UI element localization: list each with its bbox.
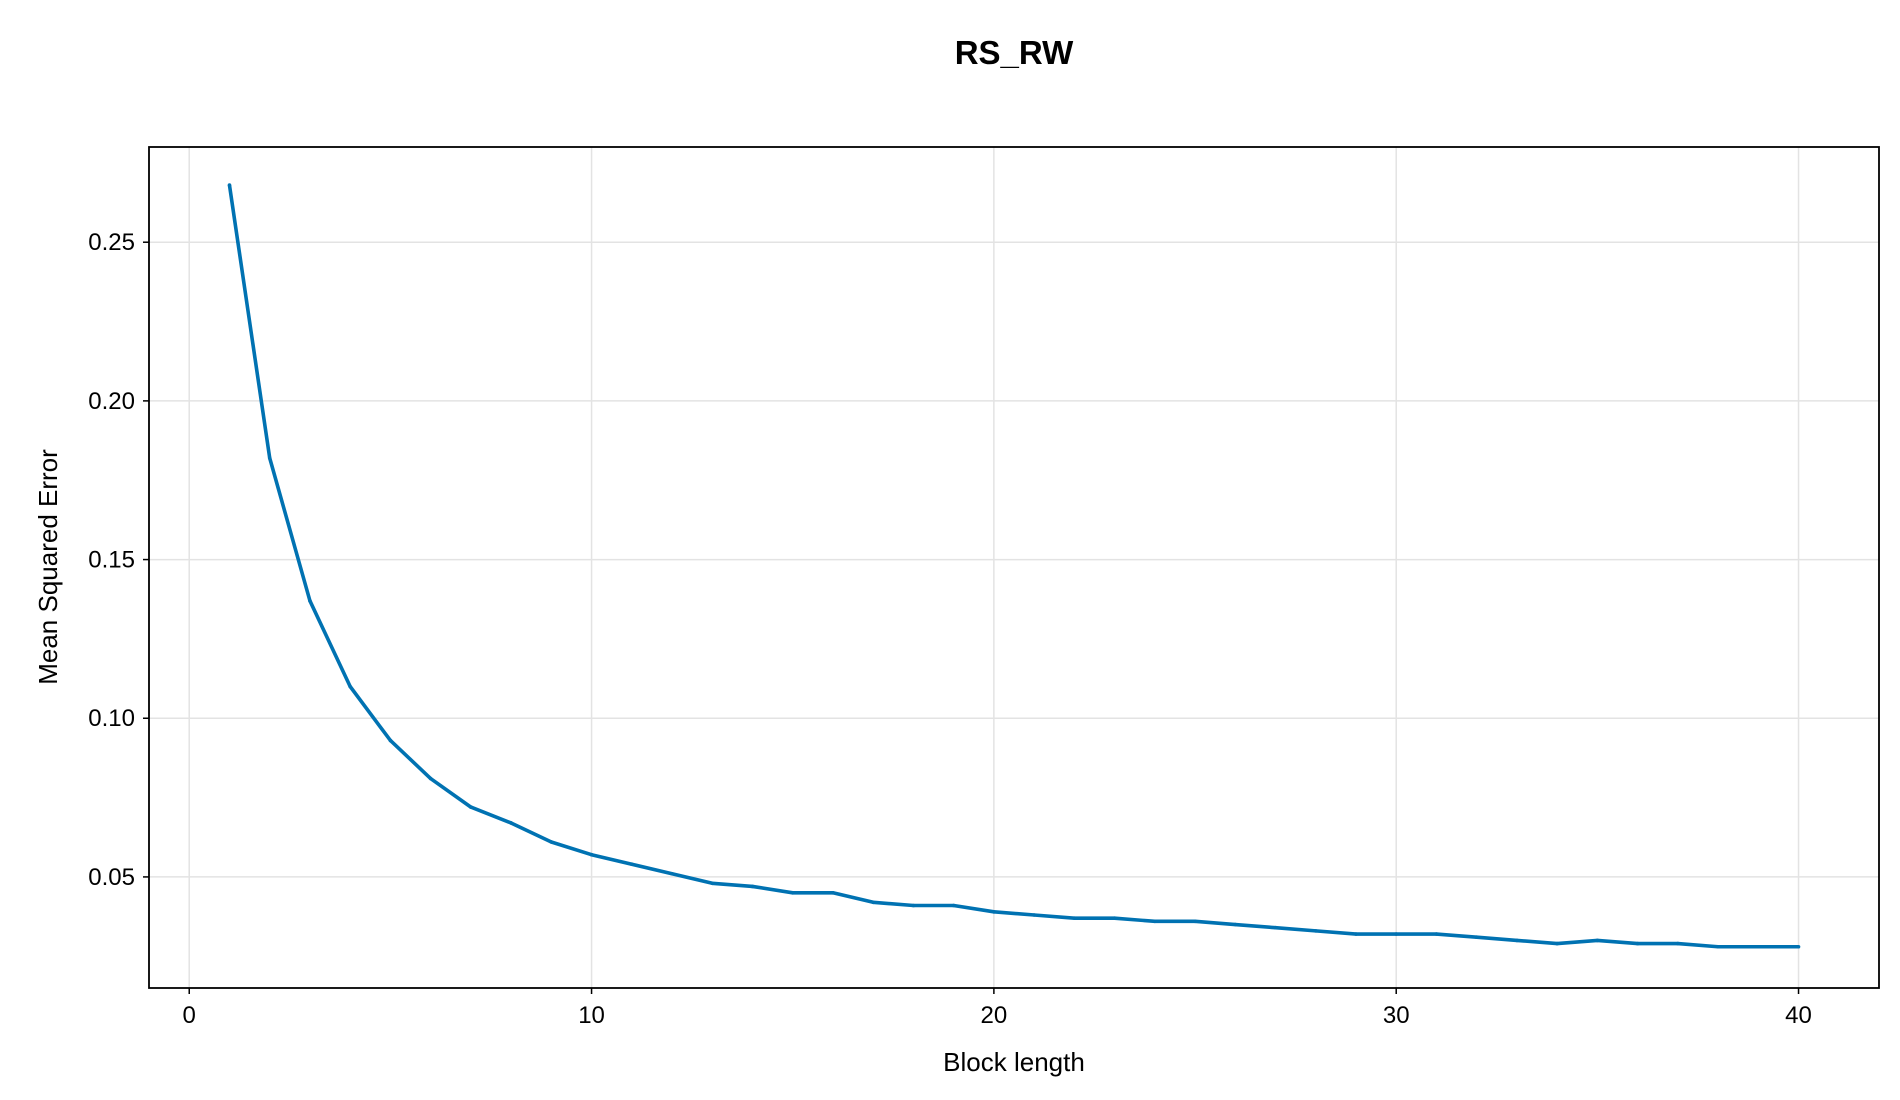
data-point — [951, 903, 956, 908]
data-point — [549, 840, 554, 844]
data-point — [992, 910, 996, 914]
data-point — [1032, 913, 1036, 917]
data-point — [1716, 944, 1720, 949]
data-point — [348, 684, 352, 689]
y-axis-label: Mean Squared Error — [33, 449, 63, 685]
data-point — [710, 881, 715, 886]
y-axis-ticks: 0.05 0.10 0.15 0.20 0.25 — [88, 229, 149, 891]
data-point — [589, 852, 594, 857]
data-point — [831, 890, 835, 895]
data-point — [267, 456, 272, 460]
y-tick-label: 0.25 — [88, 229, 135, 256]
data-point — [1273, 925, 1278, 930]
y-tick-label: 0.15 — [88, 547, 135, 574]
data-point — [1434, 932, 1439, 936]
data-point — [1595, 938, 1600, 943]
data-point — [790, 890, 795, 895]
data-point — [1313, 929, 1318, 933]
x-tick-label: 20 — [981, 1002, 1008, 1029]
grid — [149, 147, 1879, 988]
data-point — [1515, 938, 1519, 943]
data-point — [428, 776, 433, 781]
x-tick-label: 0 — [183, 1002, 196, 1029]
data-point — [1635, 941, 1640, 946]
series-layer — [227, 183, 1801, 949]
y-tick-label: 0.05 — [88, 864, 135, 891]
y-tick-label: 0.10 — [88, 705, 135, 732]
data-point — [1153, 919, 1157, 924]
data-point — [308, 599, 312, 603]
data-point — [227, 183, 232, 187]
chart-title: RS_RW — [955, 34, 1074, 71]
x-axis-ticks: 0 10 20 30 40 — [183, 988, 1812, 1029]
data-point — [1676, 941, 1680, 946]
x-tick-label: 10 — [578, 1002, 605, 1029]
data-point — [1394, 932, 1399, 936]
data-point — [1233, 922, 1238, 927]
y-tick-label: 0.20 — [88, 388, 135, 415]
data-point — [629, 862, 634, 867]
data-point — [670, 871, 674, 876]
x-axis-label: Block length — [943, 1047, 1085, 1077]
data-point — [469, 805, 473, 809]
x-tick-label: 30 — [1383, 1002, 1410, 1029]
data-point — [509, 821, 513, 825]
series-line — [227, 184, 1799, 949]
plot-frame — [148, 146, 1880, 989]
data-point — [1756, 944, 1761, 949]
data-point — [1072, 916, 1077, 920]
data-point — [871, 900, 875, 905]
data-point — [1555, 941, 1559, 946]
data-point — [1112, 916, 1117, 920]
data-point — [388, 738, 393, 743]
x-tick-label: 40 — [1785, 1002, 1812, 1029]
data-point — [1354, 932, 1358, 936]
data-point — [1796, 944, 1801, 949]
data-point — [1193, 919, 1197, 924]
data-point — [1474, 935, 1479, 940]
data-point — [911, 903, 916, 908]
data-point — [750, 884, 755, 889]
